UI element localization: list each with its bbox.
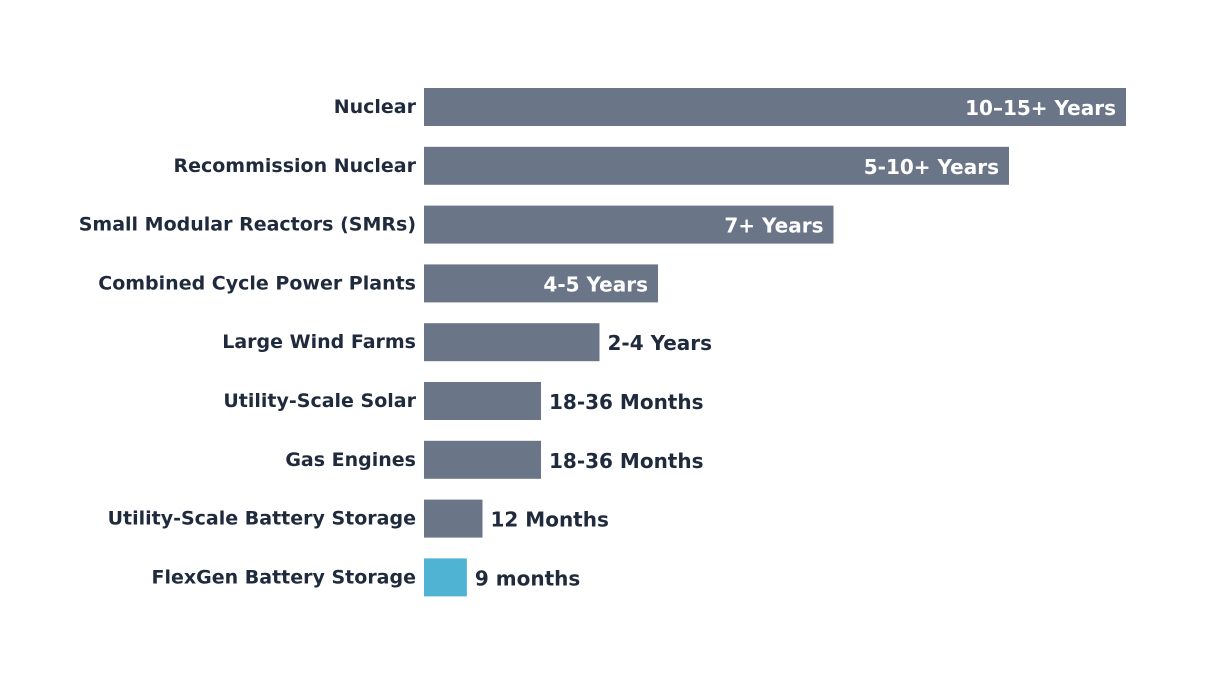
bar: [424, 382, 541, 420]
category-label: Utility-Scale Battery Storage: [108, 508, 416, 530]
bars: [424, 88, 1126, 597]
value-label: 18-36 Months: [549, 449, 704, 473]
value-label: 12 Months: [491, 508, 609, 532]
category-label: Combined Cycle Power Plants: [98, 272, 416, 294]
category-labels: Nuclear Recommission Nuclear Small Modular…: [79, 96, 417, 588]
bar: [424, 264, 658, 303]
value-label: 5-10+ Years: [864, 155, 999, 179]
bar: [424, 88, 1126, 126]
bar: [424, 558, 467, 597]
bar: [424, 499, 483, 538]
category-label: Nuclear: [334, 96, 417, 118]
data-labels: 10–15+ Years 5-10+ Years 7+ Years 4-5 Years…: [475, 96, 1116, 590]
category-label: FlexGen Battery Storage: [152, 566, 416, 588]
value-label: 2-4 Years: [608, 331, 713, 355]
value-label: 18-36 Months: [549, 390, 704, 414]
category-label: Utility-Scale Solar: [223, 390, 416, 412]
value-label: 10–15+ Years: [965, 96, 1116, 120]
bar: [424, 205, 834, 244]
category-label: Gas Engines: [285, 449, 416, 471]
value-label: 7+ Years: [724, 214, 823, 238]
bar: [424, 323, 600, 362]
category-label: Small Modular Reactors (SMRs): [79, 214, 416, 236]
value-label: 9 months: [475, 566, 580, 590]
value-label: 4-5 Years: [543, 272, 648, 296]
bar: [424, 440, 541, 479]
category-label: Large Wind Farms: [222, 331, 416, 353]
category-label: Recommission Nuclear: [173, 155, 416, 177]
bar: [424, 146, 1009, 185]
